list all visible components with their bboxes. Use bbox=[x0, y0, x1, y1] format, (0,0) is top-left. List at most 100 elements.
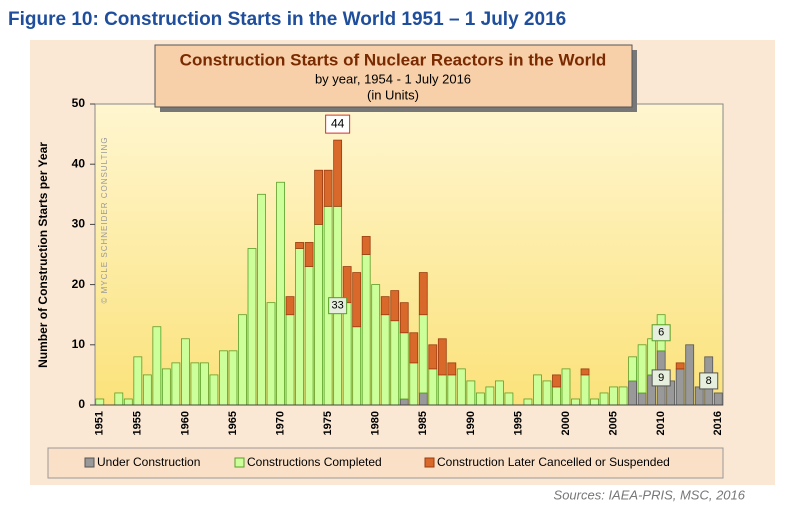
bar-segment bbox=[523, 398, 533, 406]
bar-segment bbox=[599, 392, 609, 406]
bar-segment bbox=[447, 374, 457, 406]
bar-segment bbox=[333, 139, 343, 207]
bar-segment bbox=[171, 362, 181, 406]
x-tick-label: 1975 bbox=[322, 411, 334, 435]
bar-segment bbox=[352, 272, 362, 328]
bar-segment bbox=[342, 266, 352, 304]
bar-segment bbox=[456, 368, 466, 406]
bar-segment bbox=[304, 242, 314, 267]
bar-segment bbox=[209, 374, 219, 406]
bar-segment bbox=[285, 296, 295, 316]
bar-segment bbox=[142, 374, 152, 406]
bar-segment bbox=[95, 398, 105, 406]
bar-segment bbox=[580, 374, 590, 406]
bar-segment bbox=[266, 302, 276, 406]
bar-segment bbox=[295, 248, 304, 406]
bar-segment bbox=[390, 290, 400, 322]
chart-subtitle: by year, 1954 - 1 July 2016 bbox=[315, 71, 471, 86]
source: Sources: IAEA-PRIS, MSC, 2016 bbox=[554, 487, 746, 502]
x-tick-label: 2010 bbox=[655, 411, 667, 435]
bar-segment bbox=[418, 314, 428, 394]
watermark: © MYCLE SCHNEIDER CONSULTING bbox=[100, 136, 109, 303]
bar-segment bbox=[647, 338, 657, 376]
y-tick-label: 0 bbox=[78, 397, 85, 411]
bar-segment bbox=[399, 302, 409, 334]
legend-label: Under Construction bbox=[97, 455, 200, 469]
y-tick-label: 30 bbox=[72, 217, 86, 231]
bar-segment bbox=[276, 181, 285, 406]
bar-segment bbox=[675, 368, 685, 406]
data-label: 9 bbox=[658, 372, 664, 384]
bar-segment bbox=[409, 332, 419, 364]
plot-area bbox=[94, 103, 724, 406]
bar-segment bbox=[200, 362, 209, 406]
x-tick-label: 1985 bbox=[417, 411, 429, 435]
x-tick-label: 1970 bbox=[274, 411, 286, 435]
bar-segment bbox=[247, 248, 257, 406]
bar-segment bbox=[437, 374, 447, 406]
bar-segment bbox=[133, 356, 143, 406]
y-axis-label: Number of Construction Starts per Year bbox=[36, 142, 50, 368]
bar-segment bbox=[399, 332, 409, 400]
bar-segment bbox=[533, 374, 542, 406]
bar-segment bbox=[590, 398, 599, 406]
chart-subtitle: (in Units) bbox=[367, 87, 419, 102]
bar-segment bbox=[361, 254, 371, 406]
bar-segment bbox=[352, 326, 362, 406]
bar-segment bbox=[637, 392, 647, 406]
figure-title: Figure 10: Construction Starts in the Wo… bbox=[8, 9, 566, 30]
bar-segment bbox=[571, 398, 580, 406]
bar-segment bbox=[342, 302, 352, 406]
legend-swatch bbox=[84, 457, 95, 468]
legend-swatch bbox=[234, 457, 245, 468]
legend-label: Construction Later Cancelled or Suspende… bbox=[437, 455, 670, 469]
bar-segment bbox=[123, 398, 133, 406]
data-label: 6 bbox=[658, 327, 664, 339]
title-box bbox=[154, 44, 633, 108]
bar-segment bbox=[190, 362, 200, 406]
bar-segment bbox=[475, 392, 485, 406]
x-tick-label: 1965 bbox=[227, 411, 239, 435]
data-label-box bbox=[651, 324, 671, 342]
bar-segment bbox=[628, 356, 638, 382]
annotation-box bbox=[325, 114, 351, 134]
bar-segment bbox=[428, 368, 438, 406]
bar-segment bbox=[219, 350, 228, 406]
bar-segment bbox=[694, 386, 704, 406]
bar-segment bbox=[494, 380, 504, 406]
data-label: 33 bbox=[332, 300, 344, 312]
x-tick-label: 1980 bbox=[370, 411, 382, 435]
x-tick-label: 2000 bbox=[560, 411, 572, 435]
bar-segment bbox=[323, 169, 333, 207]
bar-segment bbox=[295, 242, 304, 249]
bar-segment bbox=[675, 362, 685, 370]
bar-segment bbox=[314, 223, 324, 406]
bar-segment bbox=[285, 314, 295, 406]
bar-segment bbox=[637, 344, 647, 394]
x-tick-label: 2005 bbox=[607, 411, 619, 435]
bar-segment bbox=[485, 386, 495, 406]
legend-box bbox=[47, 447, 724, 479]
data-label-box bbox=[651, 369, 671, 387]
bar-segment bbox=[685, 344, 695, 406]
bar-segment bbox=[390, 320, 400, 406]
bar-segment bbox=[466, 380, 476, 406]
legend-label: Constructions Completed bbox=[247, 455, 382, 469]
chart-title: Construction Starts of Nuclear Reactors … bbox=[180, 50, 607, 69]
bar-segment bbox=[304, 266, 314, 406]
bar-segment bbox=[180, 338, 190, 406]
y-tick-label: 20 bbox=[72, 277, 86, 291]
bar-segment bbox=[161, 368, 171, 406]
y-tick-label: 50 bbox=[72, 96, 86, 110]
bar-segment bbox=[561, 368, 571, 406]
bar-segment bbox=[238, 314, 247, 406]
bar-segment bbox=[418, 392, 428, 406]
bar-segment bbox=[609, 386, 618, 406]
bar-segment bbox=[314, 169, 324, 225]
x-tick-label: 1995 bbox=[512, 411, 524, 435]
bar-segment bbox=[228, 350, 238, 406]
bar-segment bbox=[409, 362, 419, 406]
y-tick-label: 10 bbox=[72, 337, 86, 351]
